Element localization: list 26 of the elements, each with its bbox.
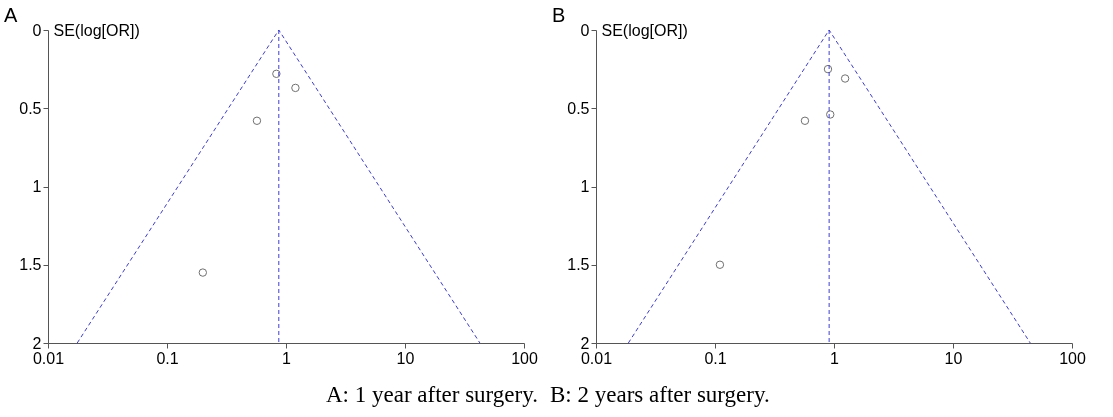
text: B: 2 years after surgery.: [550, 382, 770, 407]
x-tick-label: 0.01: [32, 349, 65, 367]
y-tick-label: 1: [32, 178, 42, 195]
y-tick-label: 1: [580, 178, 590, 195]
y-tick-label: 0: [32, 21, 42, 39]
y-tick-label: 0.5: [19, 99, 42, 117]
y-tick-label: 1.5: [567, 256, 590, 274]
y-tick-label: 1.5: [19, 256, 42, 274]
x-tick-label: 10: [944, 349, 963, 367]
y-tick-label: 0: [580, 21, 590, 39]
x-tick-label: 0.01: [580, 349, 613, 367]
x-tick-label: 100: [1059, 349, 1086, 367]
x-tick-label: 0.1: [156, 349, 179, 367]
x-tick-label: 10: [396, 349, 415, 367]
y-axis-title: SE(log[OR]): [601, 21, 688, 39]
y-tick-label: 2: [580, 334, 590, 352]
chart-title: B: [552, 4, 566, 26]
y-tick-label: 2: [32, 334, 42, 352]
chart-title: A: [4, 4, 18, 26]
y-axis-title: SE(log[OR]): [53, 21, 140, 39]
y-tick-label: 0.5: [567, 99, 590, 117]
x-tick-label: 1: [282, 349, 292, 367]
x-tick-label: 0.1: [704, 349, 727, 367]
x-tick-label: 100: [511, 349, 538, 367]
x-tick-label: 1: [830, 349, 840, 367]
text: A: 1 year after surgery.: [325, 382, 538, 407]
